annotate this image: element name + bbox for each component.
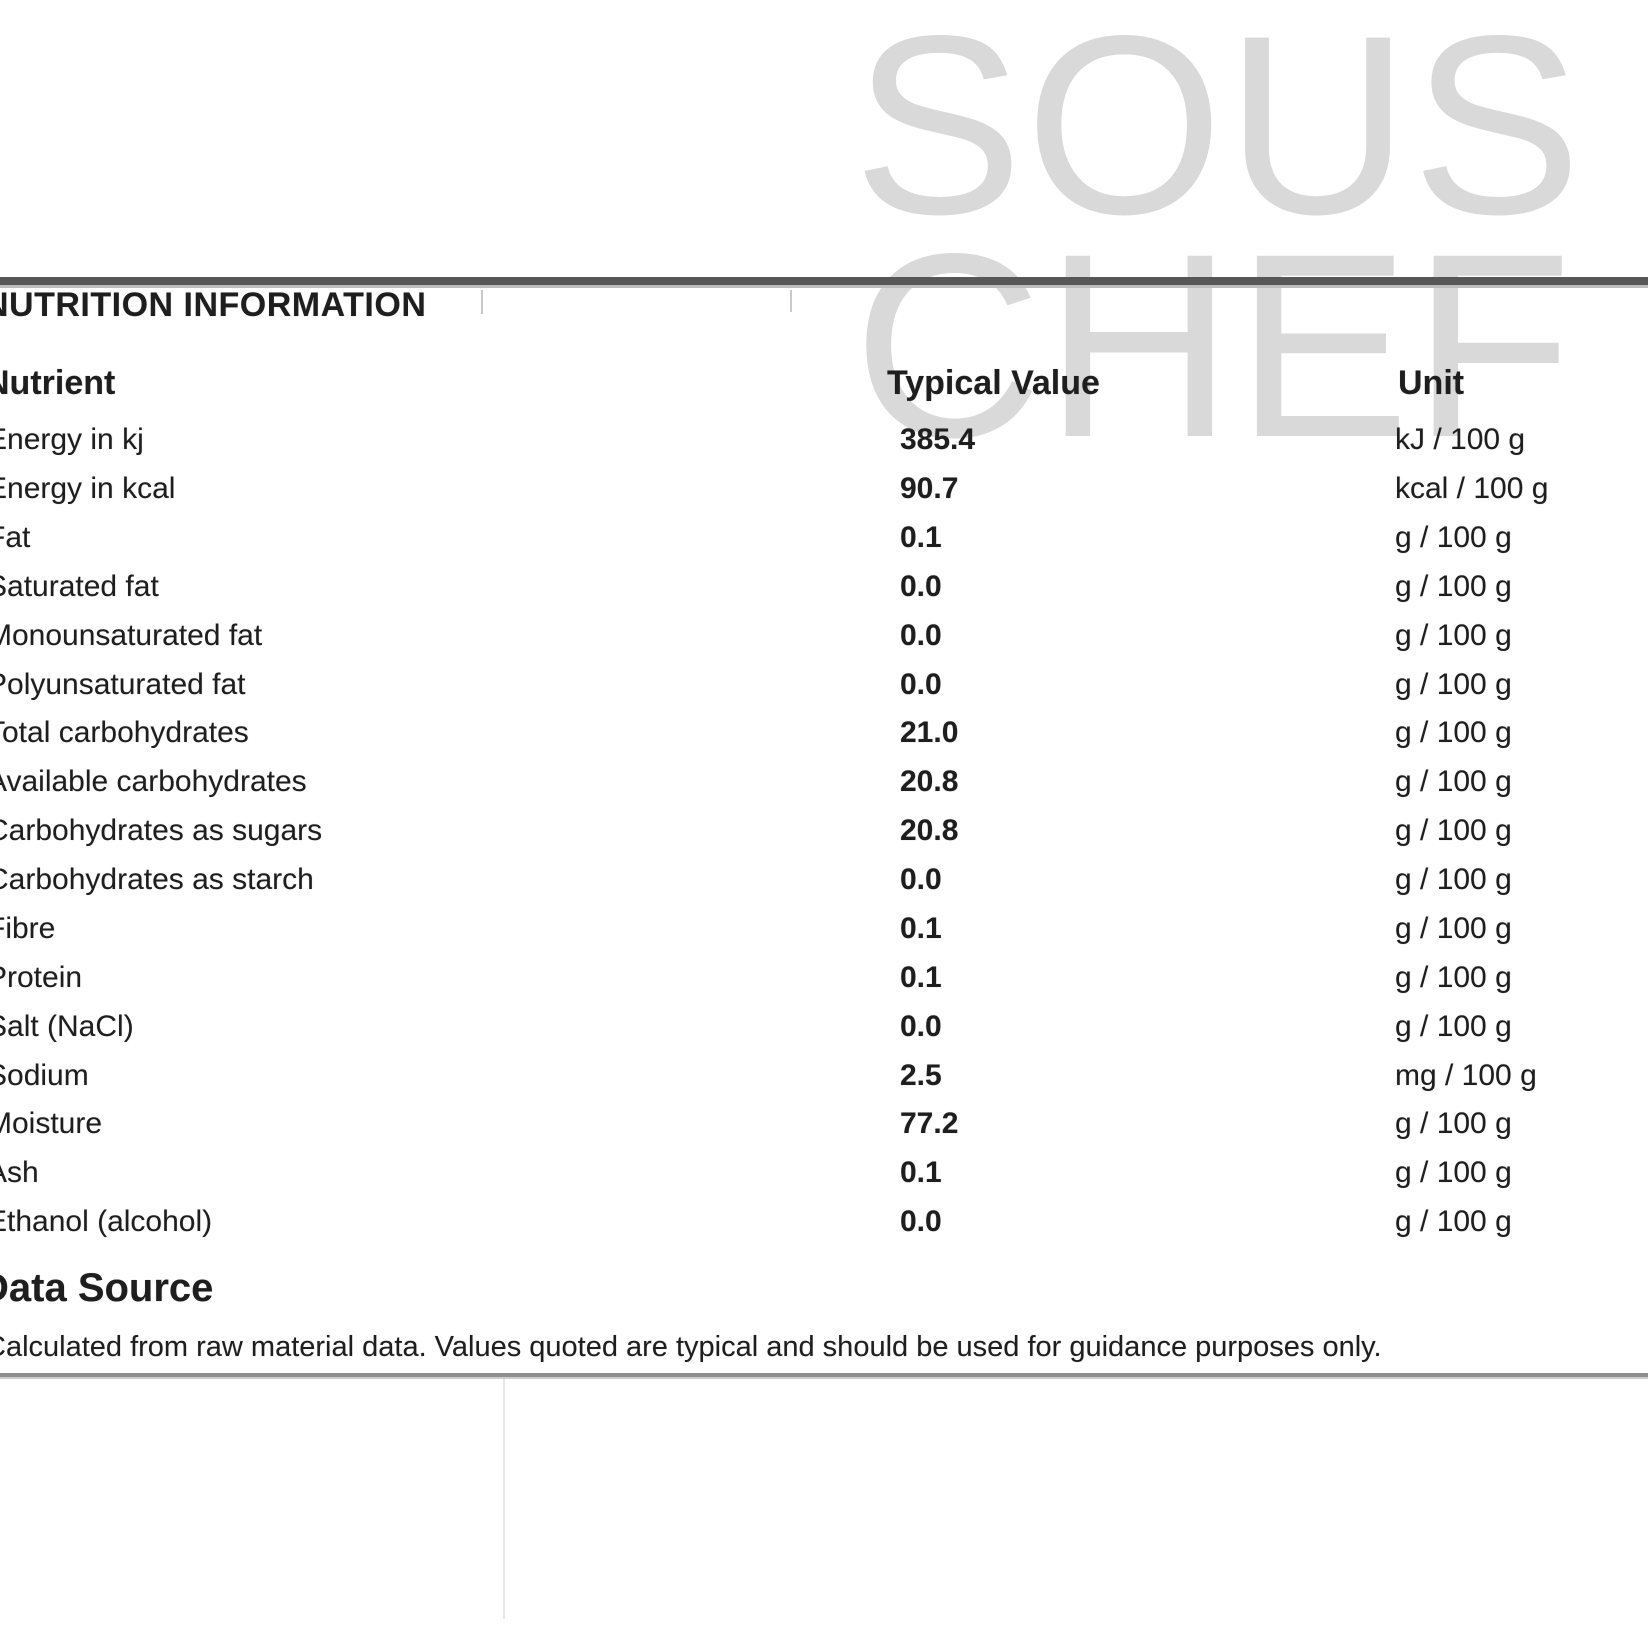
value-cell: 0.1 bbox=[900, 1156, 942, 1189]
nutrient-cell: Total carbohydrates bbox=[0, 716, 249, 749]
value-cell: 0.0 bbox=[900, 619, 942, 652]
unit-cell: g / 100 g bbox=[1395, 521, 1512, 554]
nutrient-cell: Fibre bbox=[0, 912, 56, 945]
unit-cell: g / 100 g bbox=[1395, 961, 1512, 994]
unit-cell: g / 100 g bbox=[1395, 1107, 1512, 1140]
value-cell: 0.0 bbox=[900, 1205, 942, 1238]
table-row: Moisture 77.2 g / 100 g bbox=[0, 1109, 1648, 1149]
nutrient-cell: Monounsaturated fat bbox=[0, 619, 263, 652]
footer-rule-highlight bbox=[0, 1377, 1648, 1379]
table-row: Polyunsaturated fat 0.0 g / 100 g bbox=[0, 670, 1648, 710]
table-row: Ash 0.1 g / 100 g bbox=[0, 1158, 1648, 1198]
table-row: Salt (NaCl) 0.0 g / 100 g bbox=[0, 1012, 1648, 1052]
watermark-chef-text: CHEF bbox=[853, 199, 1575, 492]
section-title: NUTRITION INFORMATION bbox=[0, 286, 427, 324]
nutrient-cell: Energy in kcal bbox=[0, 472, 176, 505]
value-cell: 0.1 bbox=[900, 961, 942, 994]
nutrient-cell: Salt (NaCl) bbox=[0, 1010, 134, 1043]
unit-cell: g / 100 g bbox=[1395, 1205, 1512, 1238]
nutrient-cell: Protein bbox=[0, 961, 83, 994]
value-cell: 77.2 bbox=[900, 1107, 959, 1140]
unit-cell: g / 100 g bbox=[1395, 570, 1512, 603]
table-row: Total carbohydrates 21.0 g / 100 g bbox=[0, 718, 1648, 758]
table-row: Saturated fat 0.0 g / 100 g bbox=[0, 572, 1648, 612]
footer-rule bbox=[0, 1373, 1648, 1377]
nutrient-cell: Available carbohydrates bbox=[0, 765, 307, 798]
value-cell: 0.0 bbox=[900, 1010, 942, 1043]
table-row: Monounsaturated fat 0.0 g / 100 g bbox=[0, 621, 1648, 661]
value-cell: 385.4 bbox=[900, 423, 976, 456]
nutrient-cell: Saturated fat bbox=[0, 570, 159, 603]
value-cell: 20.8 bbox=[900, 765, 959, 798]
nutrient-cell: Carbohydrates as starch bbox=[0, 863, 314, 896]
table-row: Energy in kj 385.4 kJ / 100 g bbox=[0, 425, 1648, 465]
unit-cell: kJ / 100 g bbox=[1395, 423, 1526, 456]
table-row: Fat 0.1 g / 100 g bbox=[0, 523, 1648, 563]
value-cell: 0.0 bbox=[900, 863, 942, 896]
col-header-unit: Unit bbox=[1398, 364, 1465, 402]
table-cell-divider-tick bbox=[790, 290, 792, 312]
unit-cell: g / 100 g bbox=[1395, 863, 1512, 896]
unit-cell: g / 100 g bbox=[1395, 912, 1512, 945]
unit-cell: g / 100 g bbox=[1395, 619, 1512, 652]
header-rule bbox=[0, 277, 1648, 285]
table-row: Available carbohydrates 20.8 g / 100 g bbox=[0, 767, 1648, 807]
nutrient-cell: Ash bbox=[0, 1156, 39, 1189]
col-header-typical-value: Typical Value bbox=[887, 364, 1100, 402]
unit-cell: g / 100 g bbox=[1395, 814, 1512, 847]
unit-cell: mg / 100 g bbox=[1395, 1059, 1537, 1092]
nutrient-cell: Ethanol (alcohol) bbox=[0, 1205, 213, 1238]
table-row: Sodium 2.5 mg / 100 g bbox=[0, 1061, 1648, 1101]
nutrient-cell: Moisture bbox=[0, 1107, 103, 1140]
unit-cell: g / 100 g bbox=[1395, 1010, 1512, 1043]
unit-cell: kcal / 100 g bbox=[1395, 472, 1549, 505]
nutrient-cell: Energy in kj bbox=[0, 423, 144, 456]
value-cell: 0.0 bbox=[900, 570, 942, 603]
value-cell: 0.1 bbox=[900, 912, 942, 945]
nutrient-cell: Fat bbox=[0, 521, 31, 554]
table-row: Energy in kcal 90.7 kcal / 100 g bbox=[0, 474, 1648, 514]
data-source-title: Data Source bbox=[0, 1266, 214, 1310]
unit-cell: g / 100 g bbox=[1395, 668, 1512, 701]
watermark-sous-text: SOUS bbox=[853, 0, 1584, 268]
value-cell: 0.0 bbox=[900, 668, 942, 701]
table-row: Fibre 0.1 g / 100 g bbox=[0, 914, 1648, 954]
table-row: Carbohydrates as starch 0.0 g / 100 g bbox=[0, 865, 1648, 905]
value-cell: 20.8 bbox=[900, 814, 959, 847]
value-cell: 0.1 bbox=[900, 521, 942, 554]
table-row: Carbohydrates as sugars 20.8 g / 100 g bbox=[0, 816, 1648, 856]
nutrient-cell: Carbohydrates as sugars bbox=[0, 814, 323, 847]
data-source-note: Calculated from raw material data. Value… bbox=[0, 1331, 1382, 1363]
unit-cell: g / 100 g bbox=[1395, 765, 1512, 798]
nutrient-cell: Polyunsaturated fat bbox=[0, 668, 246, 701]
nutrient-cell: Sodium bbox=[0, 1059, 89, 1092]
table-cell-divider-tick bbox=[481, 290, 483, 314]
table-row: Ethanol (alcohol) 0.0 g / 100 g bbox=[0, 1207, 1648, 1247]
unit-cell: g / 100 g bbox=[1395, 716, 1512, 749]
unit-cell: g / 100 g bbox=[1395, 1156, 1512, 1189]
header-rule-highlight bbox=[0, 285, 1648, 288]
value-cell: 21.0 bbox=[900, 716, 959, 749]
table-row: Protein 0.1 g / 100 g bbox=[0, 963, 1648, 1003]
footer-cell-border-tick bbox=[503, 1379, 505, 1619]
value-cell: 90.7 bbox=[900, 472, 959, 505]
value-cell: 2.5 bbox=[900, 1059, 942, 1092]
